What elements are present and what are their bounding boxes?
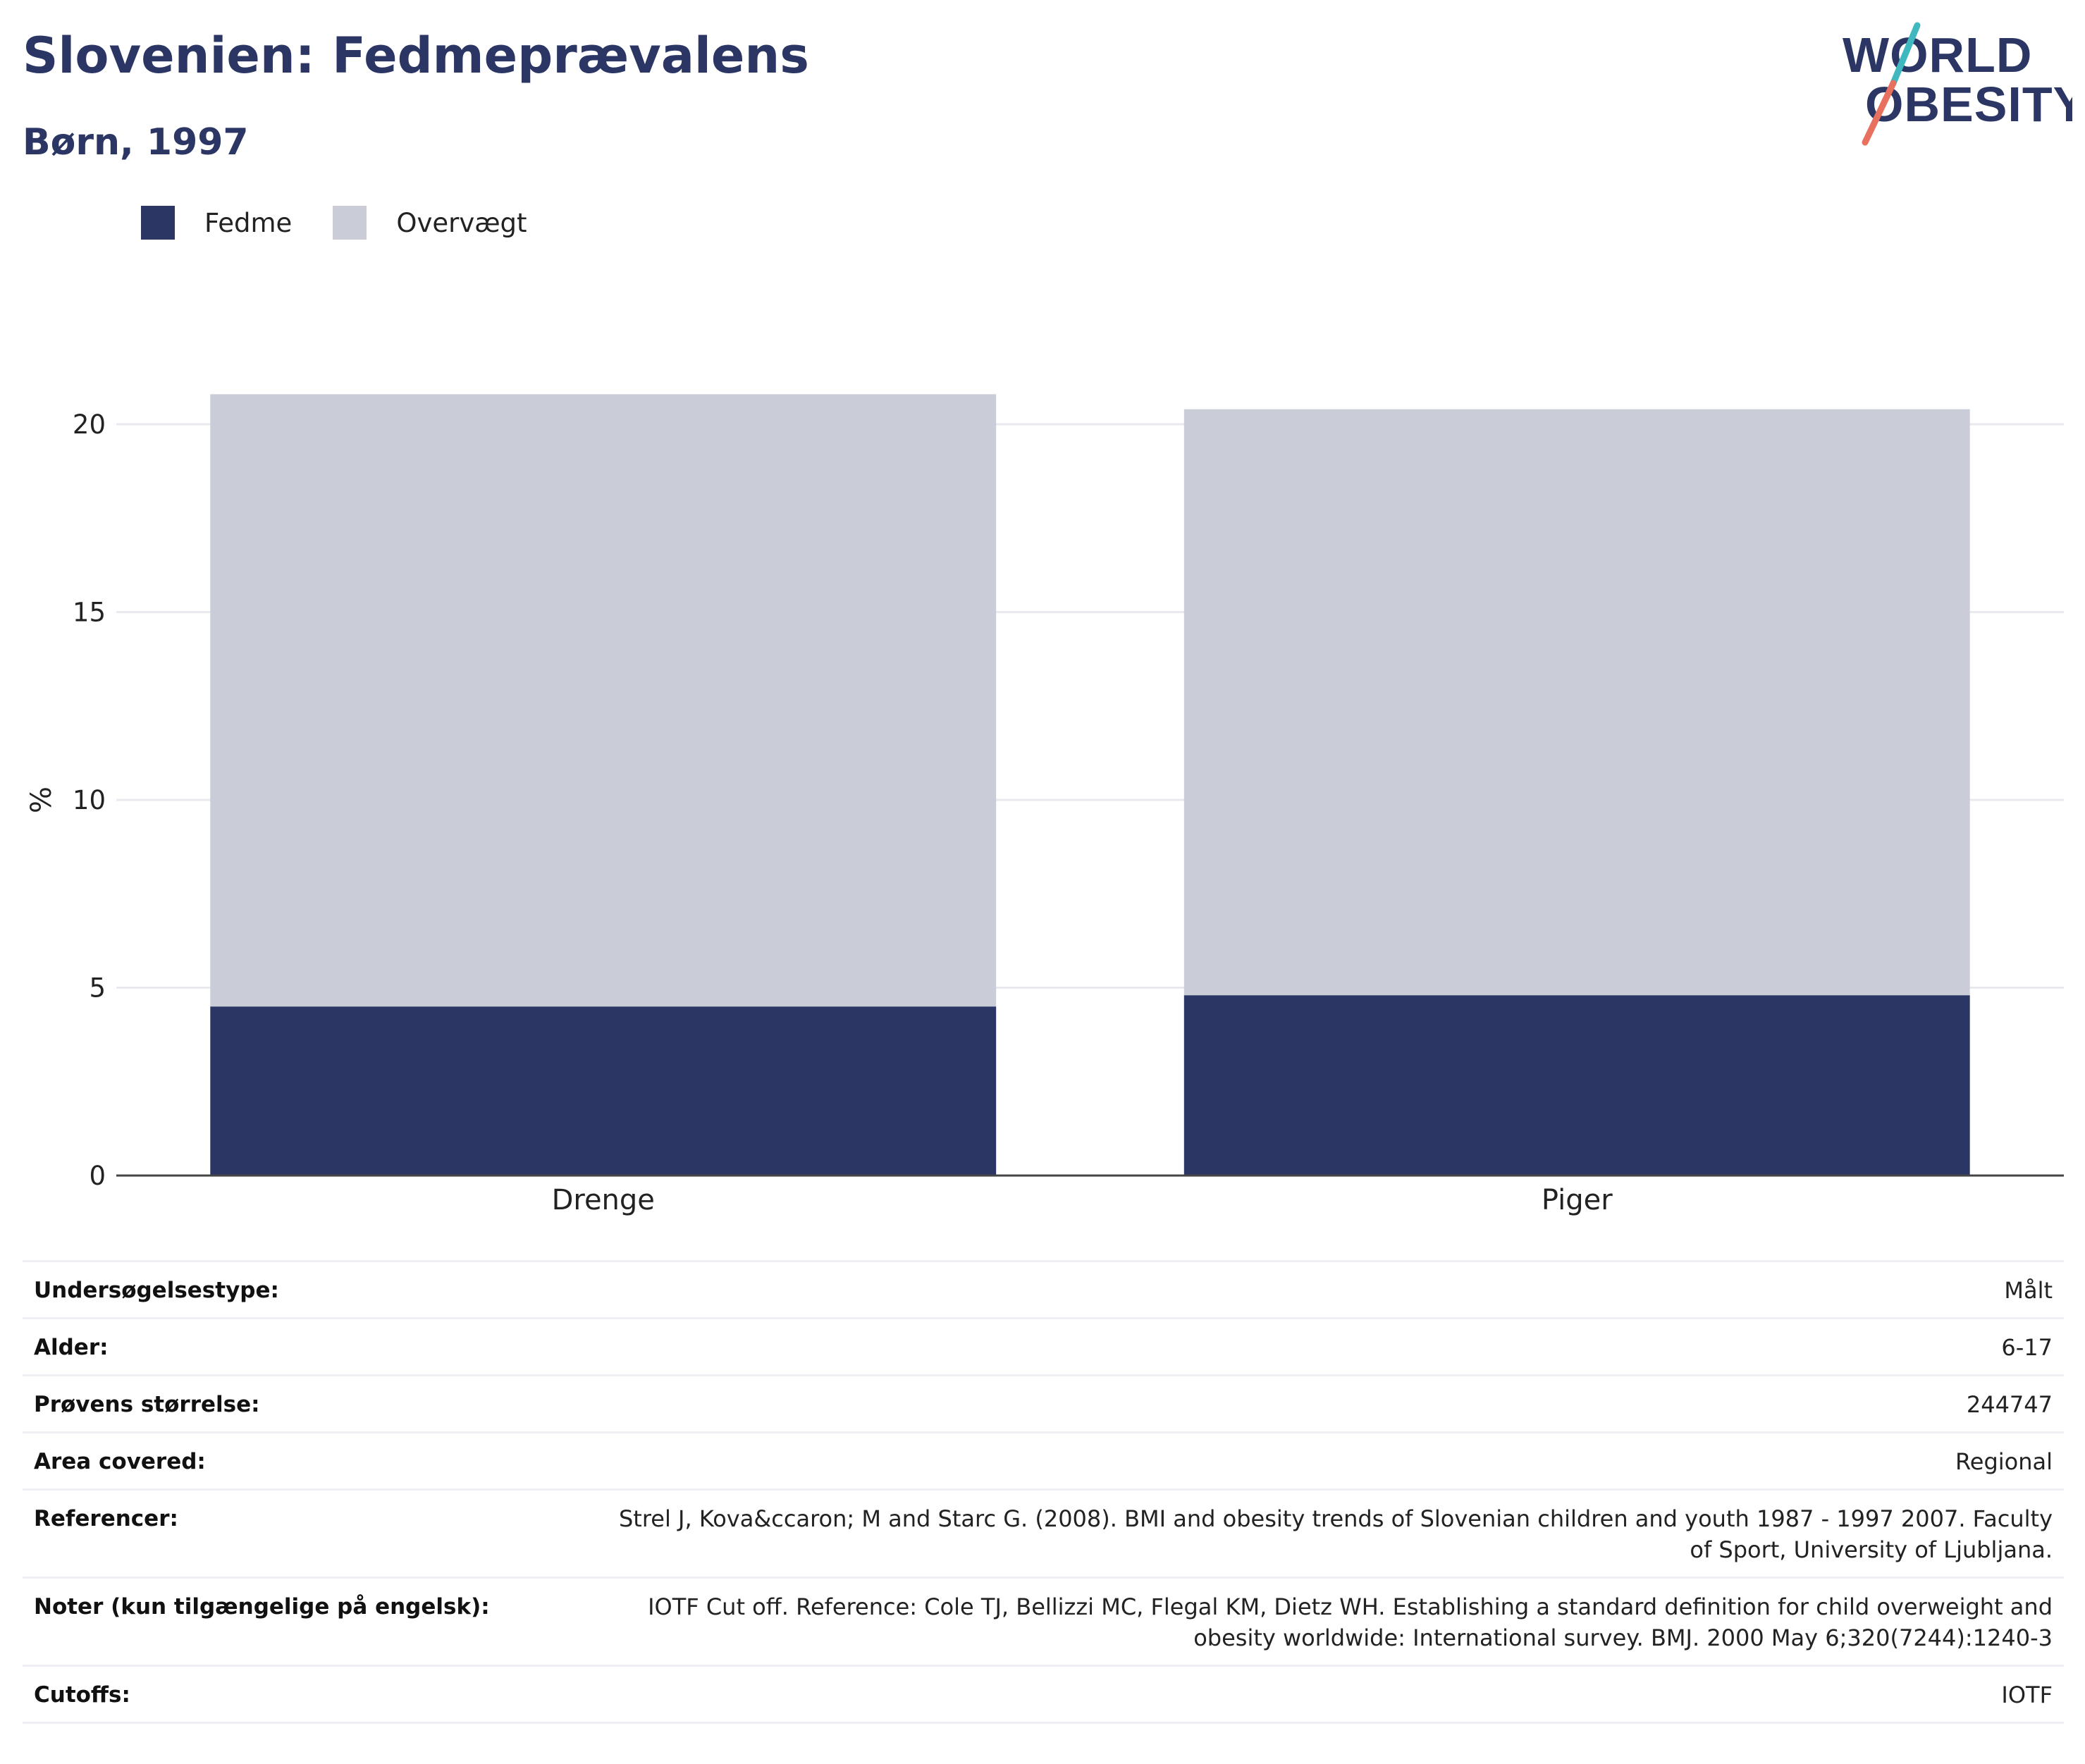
bar-piger-fedme: [1183, 995, 1970, 1176]
x-tick-label: Drenge: [552, 1184, 655, 1216]
legend-label-fedme: Fedme: [204, 207, 293, 238]
info-row-survey-type: Undersøgelsestype: Målt: [23, 1260, 2064, 1317]
legend-item-fedme[interactable]: Fedme: [141, 206, 292, 240]
y-axis-label: %: [25, 787, 58, 813]
y-tick-label: 15: [73, 598, 106, 628]
world-obesity-logo: WORLD OBESITY: [1843, 22, 2072, 146]
legend-label-overvaegt: Overvægt: [396, 207, 527, 238]
info-value: IOTF Cut off. Reference: Cole TJ, Belliz…: [648, 1593, 2053, 1651]
bar-drenge-fedme: [210, 1006, 997, 1176]
info-label: Cutoffs:: [34, 1682, 130, 1708]
y-tick-label: 20: [73, 409, 106, 440]
info-label: Referencer:: [34, 1506, 178, 1531]
info-value: Regional: [1955, 1448, 2053, 1475]
page-subtitle: Børn, 1997: [23, 121, 249, 164]
info-value: Strel J, Kova&ccaron; M and Starc G. (20…: [618, 1505, 2053, 1563]
info-table: Undersøgelsestype: Målt Alder: 6-17 Prøv…: [23, 1260, 2064, 1724]
info-label: Prøvens størrelse:: [34, 1392, 260, 1417]
info-label: Noter (kun tilgængelige på engelsk):: [34, 1594, 490, 1620]
info-label: Alder:: [34, 1335, 109, 1360]
legend-item-overvaegt[interactable]: Overvægt: [333, 206, 527, 240]
y-tick-label: 5: [89, 973, 106, 1004]
logo-line-1: WORLD: [1843, 27, 2032, 82]
info-row-area: Area covered: Regional: [23, 1431, 2064, 1488]
info-row-references: Referencer: Strel J, Kova&ccaron; M and …: [23, 1488, 2064, 1577]
bar-piger-overvaegt: [1183, 409, 1970, 996]
logo-line-2: OBESITY: [1865, 77, 2072, 132]
y-tick-label: 10: [73, 785, 106, 815]
info-value: 244747: [1966, 1391, 2053, 1418]
y-tick-label: 0: [89, 1161, 106, 1191]
info-value: IOTF: [2001, 1682, 2053, 1708]
page-title: Slovenien: Fedmeprævalens: [23, 27, 809, 85]
logo-slash-bottom: [1862, 80, 1897, 146]
logo-slash-top: [1890, 22, 1921, 87]
bar-drenge-overvaegt: [210, 394, 997, 1007]
info-label: Undersøgelsestype:: [34, 1278, 279, 1303]
info-value: 6-17: [2001, 1334, 2053, 1361]
legend-swatch-fedme: [141, 206, 175, 240]
legend-swatch-overvaegt: [333, 206, 367, 240]
bar-chart: 0 5 10 15 20% Drenge Piger: [25, 394, 2064, 1216]
info-row-cutoffs: Cutoffs: IOTF: [23, 1665, 2064, 1724]
info-value: Målt: [2004, 1277, 2053, 1304]
info-row-sample-size: Prøvens størrelse: 244747: [23, 1374, 2064, 1431]
info-row-notes: Noter (kun tilgængelige på engelsk): IOT…: [23, 1577, 2064, 1665]
chart-legend: Fedme Overvægt: [141, 206, 568, 240]
info-row-age: Alder: 6-17: [23, 1317, 2064, 1374]
info-label: Area covered:: [34, 1449, 206, 1474]
x-tick-label: Piger: [1542, 1184, 1613, 1216]
